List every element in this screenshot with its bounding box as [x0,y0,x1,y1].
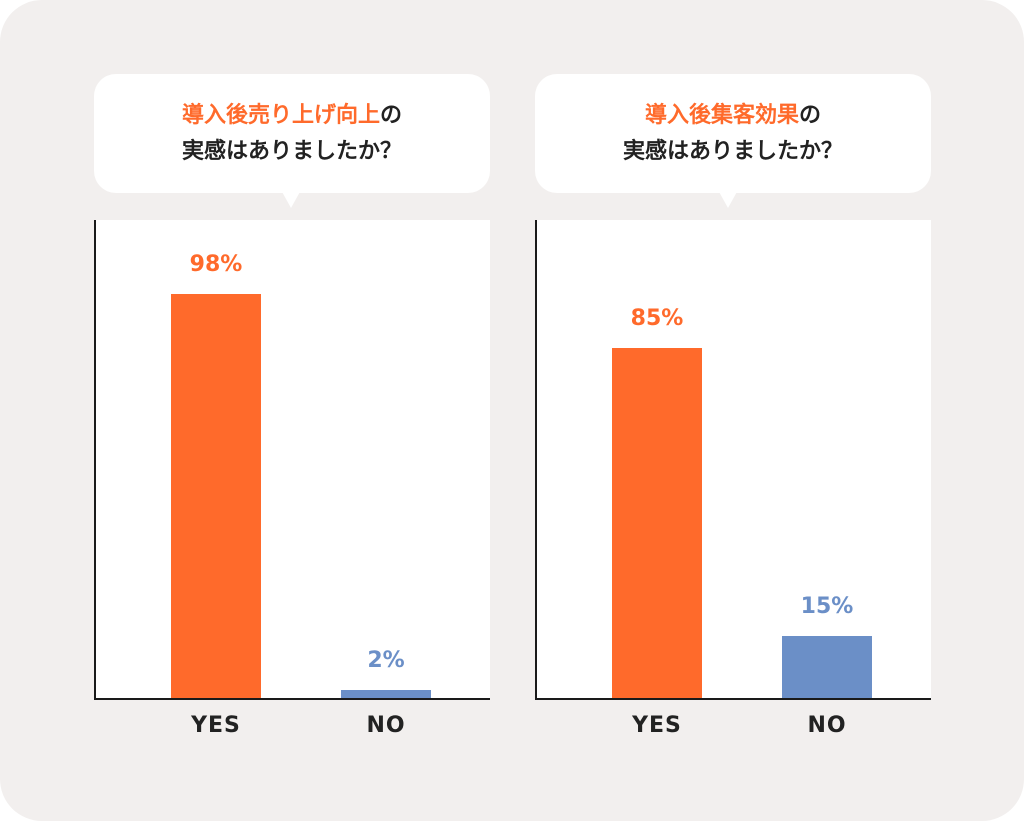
bar-chart: 85% 15% [535,220,931,700]
bar-yes [171,294,261,698]
bar-yes [612,347,702,698]
y-axis [535,220,537,700]
bar-no [782,636,872,698]
question-bubble: 導入後集客効果の 実感はありましたか？ [535,74,931,193]
category-label-yes: YES [632,713,682,738]
bubble-tail [281,190,301,208]
question-highlight: 導入後集客効果 [644,102,799,128]
question-suffix: の [799,102,822,128]
x-axis [94,698,490,700]
x-axis [535,698,931,700]
question-bubble: 導入後売り上げ向上の 実感はありましたか？ [94,74,490,193]
question-line-2: 実感はありましたか？ [622,138,843,164]
y-axis [94,220,96,700]
question-suffix: の [380,102,403,128]
value-label-yes: 98% [189,252,243,278]
bar-chart: 98% 2% [94,220,490,700]
question-line-2: 実感はありましたか？ [181,138,402,164]
category-label-no: NO [366,713,406,738]
value-label-yes: 85% [630,305,684,331]
value-label-no: 2% [367,647,405,673]
question-highlight: 導入後売り上げ向上 [181,102,380,128]
chart-panel-sales: 導入後売り上げ向上の 実感はありましたか？ 98% 2% YES NO [94,0,490,821]
bar-no [341,689,431,698]
question-line-1: 導入後売り上げ向上の [182,98,402,134]
chart-panel-customers: 導入後集客効果の 実感はありましたか？ 85% 15% YES NO [535,0,931,821]
category-label-yes: YES [191,713,241,738]
category-label-no: NO [807,713,847,738]
bubble-tail [718,190,738,208]
question-line-1: 導入後集客効果の [645,98,821,134]
value-label-no: 15% [800,594,854,620]
